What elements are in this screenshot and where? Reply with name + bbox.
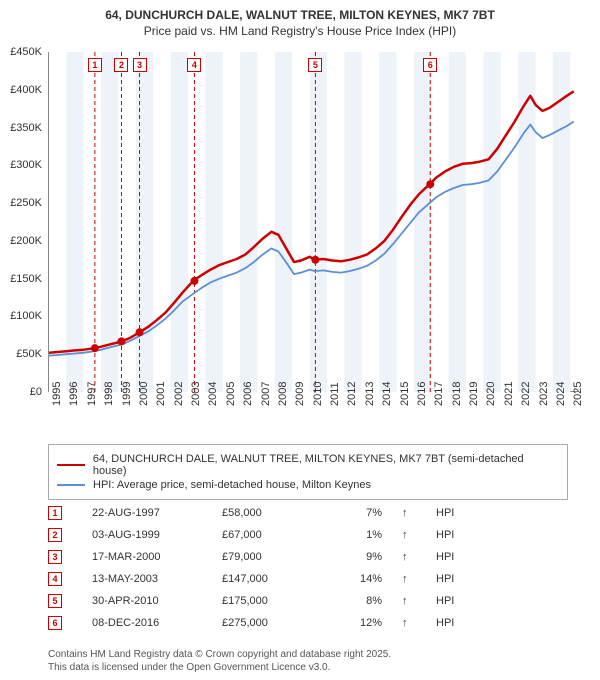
sales-hpi-tag: HPI	[436, 595, 476, 607]
y-tick-label: £50K	[16, 348, 42, 360]
y-tick-label: £450K	[10, 46, 42, 58]
event-marker-box: 6	[423, 58, 437, 72]
sales-marker: 3	[48, 550, 62, 564]
sales-row: 3 17-MAR-2000 £79,000 9% ↑ HPI	[48, 546, 568, 568]
legend-item-hpi: HPI: Average price, semi-detached house,…	[57, 479, 559, 491]
legend-swatch-property	[57, 464, 85, 466]
event-marker-box: 1	[88, 58, 102, 72]
sales-marker: 1	[48, 506, 62, 520]
sales-row: 2 03-AUG-1999 £67,000 1% ↑ HPI	[48, 524, 568, 546]
chart-title-line1: 64, DUNCHURCH DALE, WALNUT TREE, MILTON …	[0, 0, 600, 24]
sales-row: 6 08-DEC-2016 £275,000 12% ↑ HPI	[48, 612, 568, 634]
y-tick-label: £0	[30, 386, 42, 398]
y-tick-label: £150K	[10, 273, 42, 285]
sales-marker: 4	[48, 572, 62, 586]
sales-date: 17-MAR-2000	[92, 551, 202, 563]
chart-svg	[49, 52, 579, 392]
event-marker-box: 4	[187, 58, 201, 72]
sales-row: 4 13-MAY-2003 £147,000 14% ↑ HPI	[48, 568, 568, 590]
y-tick-label: £250K	[10, 197, 42, 209]
event-marker-box: 3	[133, 58, 147, 72]
sales-marker: 6	[48, 616, 62, 630]
legend-item-property: 64, DUNCHURCH DALE, WALNUT TREE, MILTON …	[57, 453, 559, 477]
footer-line1: Contains HM Land Registry data © Crown c…	[48, 648, 391, 661]
chart-area: 123456 £0£50K£100K£150K£200K£250K£300K£3…	[48, 52, 578, 412]
sales-pct: 7%	[332, 507, 382, 519]
legend: 64, DUNCHURCH DALE, WALNUT TREE, MILTON …	[48, 444, 568, 500]
sales-hpi-tag: HPI	[436, 617, 476, 629]
sales-date: 22-AUG-1997	[92, 507, 202, 519]
legend-label-property: 64, DUNCHURCH DALE, WALNUT TREE, MILTON …	[93, 453, 559, 477]
x-tick-label: 2025	[572, 382, 600, 406]
y-tick-label: £400K	[10, 84, 42, 96]
event-marker-box: 5	[308, 58, 322, 72]
plot-region: 123 4 5 6	[48, 52, 578, 392]
sales-table: 1 22-AUG-1997 £58,000 7% ↑ HPI 2 03-AUG-1999 £67…	[48, 502, 568, 634]
sales-date: 13-MAY-2003	[92, 573, 202, 585]
sales-marker: 2	[48, 528, 62, 542]
sales-pct: 8%	[332, 595, 382, 607]
legend-swatch-hpi	[57, 484, 85, 486]
y-tick-label: £350K	[10, 122, 42, 134]
sales-price: £58,000	[222, 507, 312, 519]
sales-hpi-tag: HPI	[436, 529, 476, 541]
y-tick-label: £300K	[10, 159, 42, 171]
arrow-up-icon: ↑	[402, 551, 416, 563]
arrow-up-icon: ↑	[402, 595, 416, 607]
arrow-up-icon: ↑	[402, 507, 416, 519]
event-marker-box: 2	[114, 58, 128, 72]
sales-row: 5 30-APR-2010 £175,000 8% ↑ HPI	[48, 590, 568, 612]
arrow-up-icon: ↑	[402, 573, 416, 585]
sales-date: 30-APR-2010	[92, 595, 202, 607]
sales-price: £175,000	[222, 595, 312, 607]
arrow-up-icon: ↑	[402, 617, 416, 629]
sales-price: £147,000	[222, 573, 312, 585]
sales-pct: 12%	[332, 617, 382, 629]
chart-title-line2: Price paid vs. HM Land Registry's House …	[0, 24, 600, 44]
y-tick-label: £100K	[10, 310, 42, 322]
sales-date: 03-AUG-1999	[92, 529, 202, 541]
sales-marker: 5	[48, 594, 62, 608]
sales-hpi-tag: HPI	[436, 507, 476, 519]
sales-pct: 9%	[332, 551, 382, 563]
arrow-up-icon: ↑	[402, 529, 416, 541]
sales-hpi-tag: HPI	[436, 551, 476, 563]
y-tick-label: £200K	[10, 235, 42, 247]
sales-price: £67,000	[222, 529, 312, 541]
sales-price: £79,000	[222, 551, 312, 563]
sales-price: £275,000	[222, 617, 312, 629]
sales-pct: 1%	[332, 529, 382, 541]
legend-label-hpi: HPI: Average price, semi-detached house,…	[93, 479, 371, 491]
sales-pct: 14%	[332, 573, 382, 585]
sales-date: 08-DEC-2016	[92, 617, 202, 629]
footer: Contains HM Land Registry data © Crown c…	[48, 648, 391, 674]
sales-hpi-tag: HPI	[436, 573, 476, 585]
sales-row: 1 22-AUG-1997 £58,000 7% ↑ HPI	[48, 502, 568, 524]
footer-line2: This data is licensed under the Open Gov…	[48, 661, 391, 674]
